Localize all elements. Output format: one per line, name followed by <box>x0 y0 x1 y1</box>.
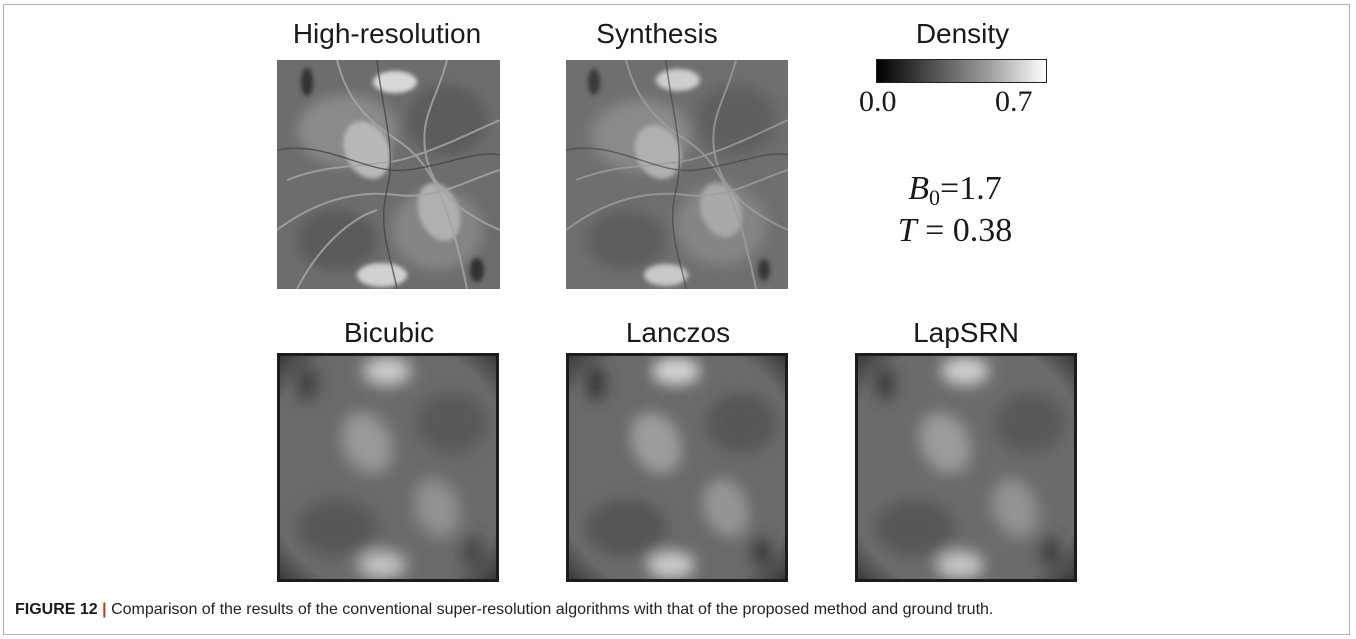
colorbar-title: Density <box>915 18 1010 49</box>
bicubic-image <box>277 353 499 582</box>
b0-parameter: B0=1.7 <box>860 170 1050 211</box>
high-resolution-image <box>277 60 500 289</box>
panel-title-lanczos: Lanczos <box>625 317 731 348</box>
caption-separator: | <box>102 601 107 618</box>
panel-title-high-resolution: High-resolution <box>292 18 482 49</box>
t-parameter: T = 0.38 <box>860 212 1050 250</box>
panel-title-lapsrn: LapSRN <box>913 317 1019 348</box>
b-value: =1.7 <box>940 170 1002 207</box>
caption-label: FIGURE 12 <box>15 601 98 618</box>
panel-title-synthesis: Synthesis <box>596 18 718 49</box>
caption-text: Comparison of the results of the convent… <box>111 601 994 618</box>
b-subscript: 0 <box>929 185 941 210</box>
t-symbol: T <box>897 212 917 249</box>
colorbar-max-label: 0.7 <box>995 85 1033 118</box>
lapsrn-image <box>855 353 1077 582</box>
colorbar-min-label: 0.0 <box>859 85 897 118</box>
b-symbol: B <box>908 170 930 207</box>
density-colorbar <box>876 59 1047 83</box>
t-value: = 0.38 <box>916 212 1013 249</box>
panel-title-bicubic: Bicubic <box>343 317 435 348</box>
figure-caption: FIGURE 12 | Comparison of the results of… <box>15 601 993 619</box>
lanczos-image <box>566 353 788 582</box>
synthesis-image <box>566 60 788 289</box>
